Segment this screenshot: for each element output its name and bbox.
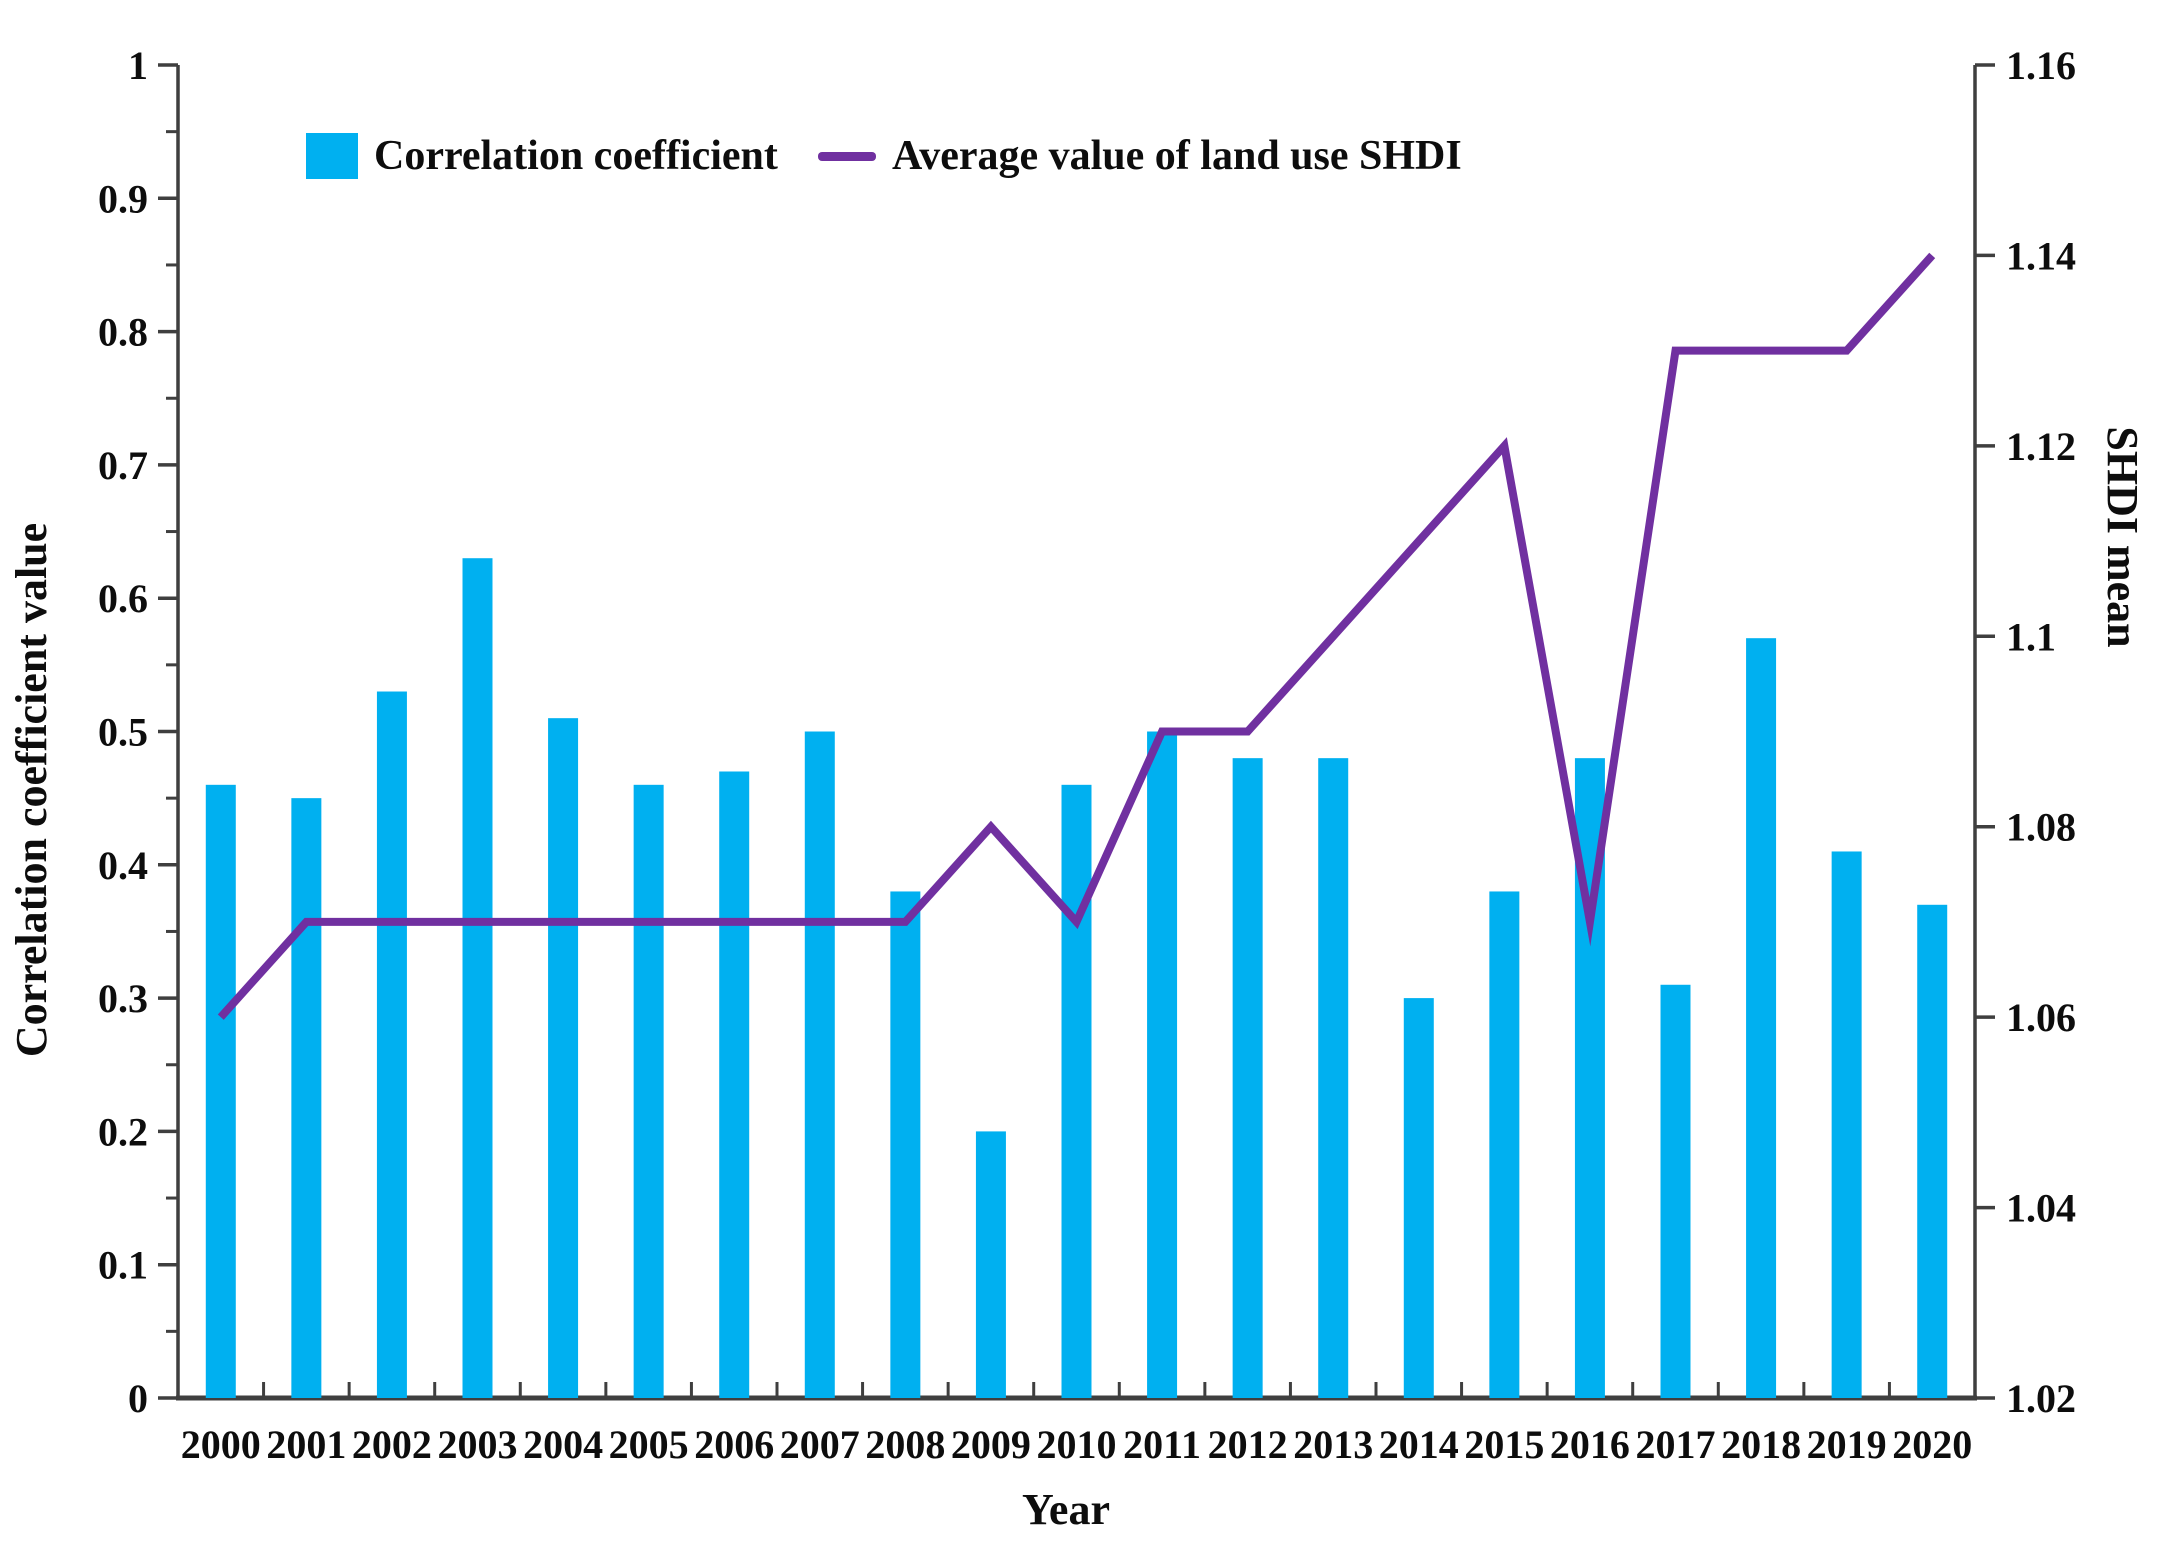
- legend-label-correlation: Correlation coefficient: [374, 133, 778, 179]
- x-axis-tick-label: 2003: [438, 1422, 518, 1467]
- bar-series-swatch-icon: [306, 133, 358, 179]
- x-axis-tick-label: 2017: [1636, 1422, 1716, 1467]
- x-axis-tick-label: 2018: [1721, 1422, 1801, 1467]
- bar-2010: [1061, 784, 1092, 1398]
- x-axis-tick-label: 2014: [1379, 1422, 1459, 1467]
- bar-2007: [804, 731, 835, 1398]
- left-axis-tick-label: 0.6: [98, 576, 148, 621]
- x-axis-tick-label: 2020: [1892, 1422, 1972, 1467]
- x-axis-tick-label: 2009: [951, 1422, 1031, 1467]
- bar-2019: [1831, 851, 1862, 1398]
- x-axis-tick-label: 2006: [694, 1422, 774, 1467]
- bar-2006: [719, 771, 750, 1398]
- left-axis-tick-label: 1: [128, 43, 148, 88]
- bar-2012: [1232, 758, 1263, 1398]
- bar-2002: [376, 691, 407, 1398]
- bar-2005: [633, 784, 664, 1398]
- left-axis-title: Correlation coefficient value: [7, 523, 56, 1057]
- right-axis-tick-label: 1.02: [2006, 1376, 2076, 1421]
- bar-2018: [1746, 638, 1777, 1398]
- left-axis-tick-label: 0.3: [98, 976, 148, 1021]
- left-axis-tick-label: 0.8: [98, 310, 148, 355]
- x-axis-tick-label: 2004: [523, 1422, 603, 1467]
- bar-2020: [1917, 904, 1948, 1398]
- x-axis-tick-label: 2011: [1123, 1422, 1201, 1467]
- left-axis-tick-label: 0.7: [98, 443, 148, 488]
- x-axis-tick-label: 2015: [1464, 1422, 1544, 1467]
- x-axis-tick-label: 2012: [1208, 1422, 1288, 1467]
- bar-2009: [975, 1131, 1006, 1398]
- bar-2000: [205, 784, 236, 1398]
- shdi-line: [217, 252, 1936, 1020]
- x-axis-tick-label: 2000: [181, 1422, 261, 1467]
- bar-2013: [1318, 758, 1349, 1398]
- x-axis-title: Year: [1022, 1485, 1110, 1534]
- x-axis-tick-label: 2002: [352, 1422, 432, 1467]
- right-axis-tick-label: 1.04: [2006, 1186, 2076, 1231]
- right-axis-tick-label: 1.16: [2006, 43, 2076, 88]
- bar-2011: [1147, 731, 1178, 1398]
- bar-2004: [548, 718, 579, 1398]
- line-series-swatch-icon: [818, 151, 876, 161]
- left-axis-tick-label: 0.4: [98, 843, 148, 888]
- x-axis-tick-label: 2001: [266, 1422, 346, 1467]
- right-axis-tick-label: 1.08: [2006, 805, 2076, 850]
- x-axis-tick-label: 2005: [609, 1422, 689, 1467]
- bar-2008: [890, 891, 921, 1398]
- left-axis-tick-label: 0.1: [98, 1243, 148, 1288]
- bar-2015: [1489, 891, 1520, 1398]
- left-axis-tick-label: 0.5: [98, 710, 148, 755]
- x-axis-tick-label: 2013: [1293, 1422, 1373, 1467]
- bar-2001: [291, 798, 322, 1398]
- left-axis-tick-label: 0.9: [98, 176, 148, 221]
- left-axis-tick-label: 0: [128, 1376, 148, 1421]
- bar-2014: [1403, 998, 1434, 1398]
- x-axis-tick-label: 2019: [1807, 1422, 1887, 1467]
- x-axis-tick-label: 2007: [780, 1422, 860, 1467]
- right-axis-tick-label: 1.12: [2006, 424, 2076, 469]
- left-axis-tick-label: 0.2: [98, 1109, 148, 1154]
- x-axis-tick-label: 2010: [1037, 1422, 1117, 1467]
- right-axis-tick-label: 1.1: [2006, 614, 2056, 659]
- legend-label-shdi: Average value of land use SHDI: [892, 133, 1462, 179]
- x-axis-tick-label: 2008: [865, 1422, 945, 1467]
- bar-2003: [462, 558, 493, 1398]
- right-axis-tick-label: 1.06: [2006, 995, 2076, 1040]
- legend-entry-correlation: Correlation coefficient: [306, 130, 778, 182]
- x-axis-tick-label: 2016: [1550, 1422, 1630, 1467]
- legend-entry-shdi: Average value of land use SHDI: [818, 130, 1462, 182]
- bar-2017: [1660, 984, 1691, 1398]
- right-axis-title: SHDI mean: [2098, 426, 2147, 647]
- right-axis-tick-label: 1.14: [2006, 233, 2076, 278]
